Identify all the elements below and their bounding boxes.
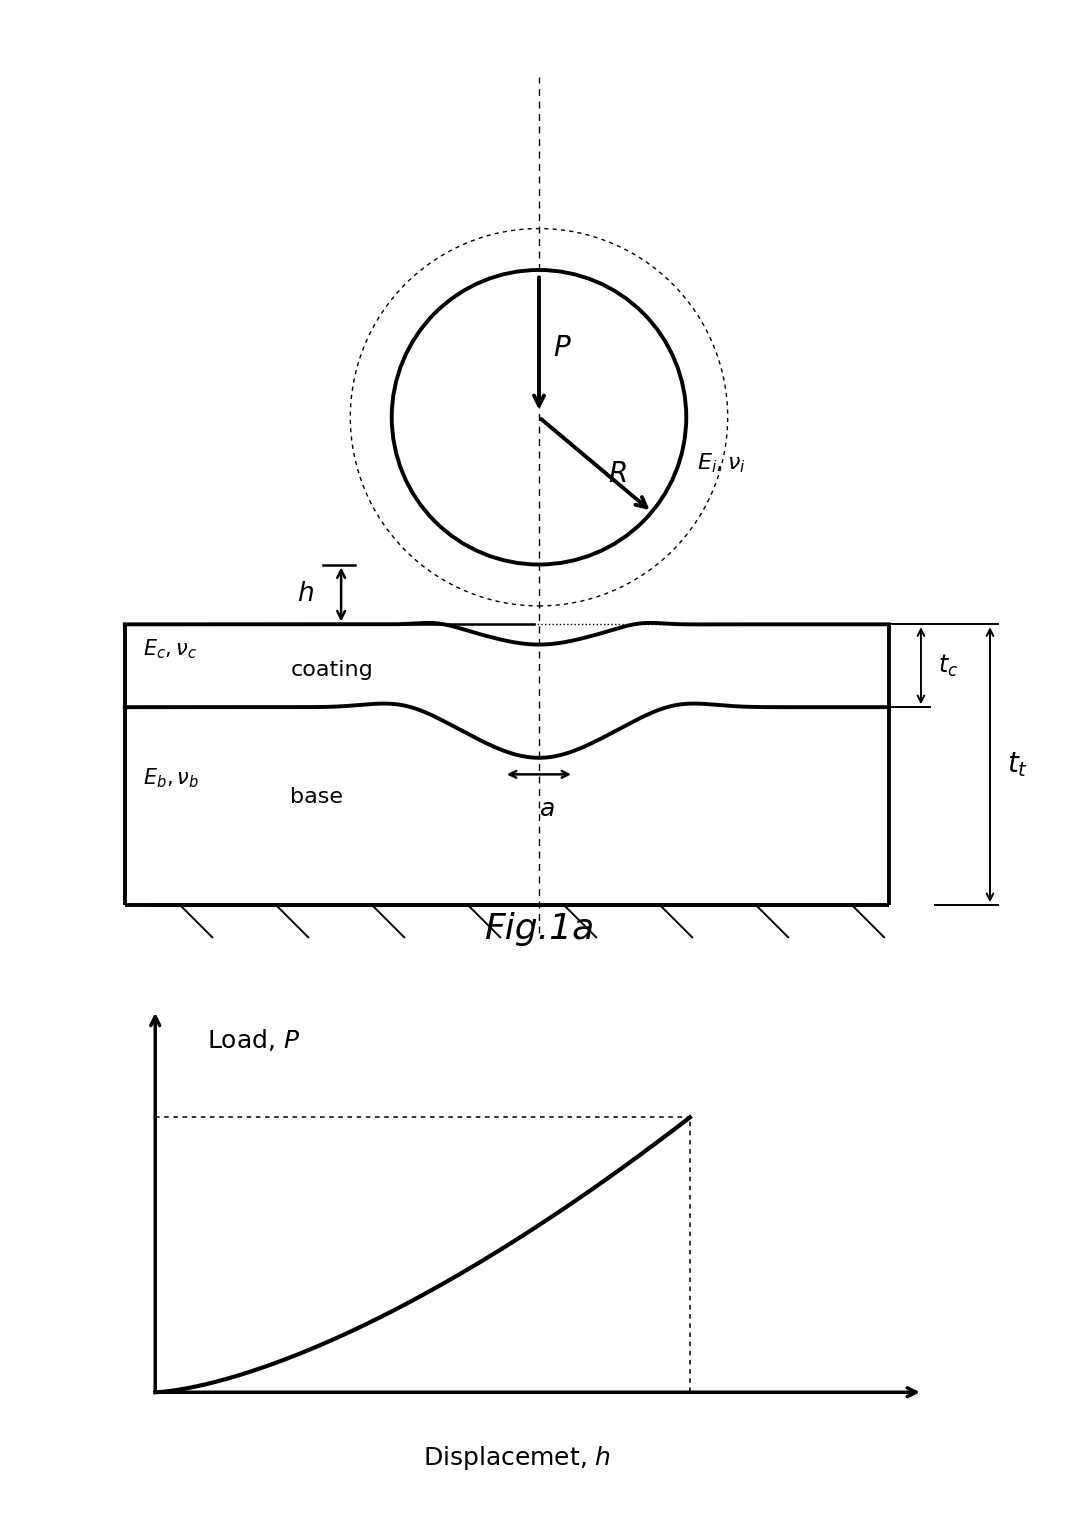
- Text: $E_c, \nu_c$: $E_c, \nu_c$: [143, 638, 197, 661]
- Text: Load, $P$: Load, $P$: [207, 1028, 301, 1054]
- Text: $R$: $R$: [608, 460, 626, 488]
- Text: $E_i, \nu_i$: $E_i, \nu_i$: [697, 451, 746, 476]
- Text: $E_b, \nu_b$: $E_b, \nu_b$: [143, 767, 199, 790]
- Text: $t_c$: $t_c$: [938, 652, 957, 680]
- Text: $P$: $P$: [553, 334, 571, 362]
- Text: Fig.1a: Fig.1a: [484, 913, 594, 946]
- Text: $h$: $h$: [296, 581, 314, 607]
- Text: $a$: $a$: [539, 798, 554, 821]
- Text: Displacemet, $h$: Displacemet, $h$: [424, 1443, 611, 1471]
- Text: coating: coating: [290, 660, 373, 681]
- Text: $t_t$: $t_t$: [1007, 750, 1027, 779]
- Text: base: base: [290, 787, 344, 807]
